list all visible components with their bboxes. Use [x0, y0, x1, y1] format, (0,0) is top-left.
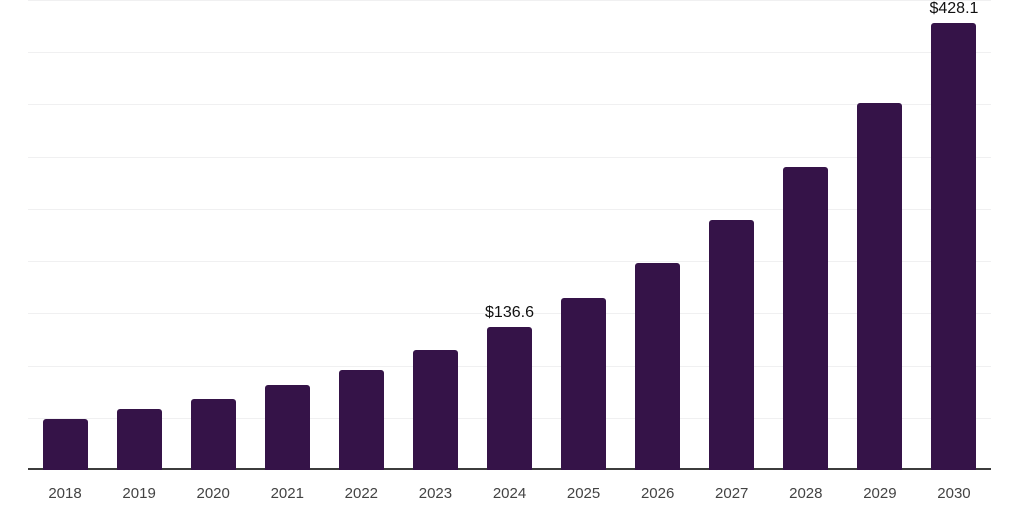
gridline: [28, 208, 991, 210]
gridline: [28, 313, 991, 315]
x-tick-label-2028: 2028: [789, 485, 823, 502]
x-tick-label-2023: 2023: [418, 485, 453, 502]
plot-area: $136.6 $428.1: [28, 0, 991, 470]
bar-2021: [264, 385, 310, 470]
bar-2023: [412, 350, 458, 470]
x-tick-label-2022: 2022: [344, 485, 379, 502]
bar-2027: [709, 220, 755, 470]
bar-2030: [931, 22, 977, 470]
bar-2024: [487, 327, 532, 470]
bar-value-label-2024: $136.6: [485, 304, 534, 322]
x-tick-label-2018: 2018: [48, 485, 82, 502]
bar-2026: [635, 263, 681, 470]
bar-2028: [783, 167, 829, 470]
x-tick-label-2027: 2027: [715, 485, 749, 502]
x-tick-label-2026: 2026: [640, 485, 675, 502]
bar-2022: [338, 370, 384, 470]
gridline: [28, 104, 991, 106]
x-tick-label-2019: 2019: [122, 485, 156, 502]
bar-2020: [190, 399, 236, 470]
x-tick-label-2024: 2024: [492, 485, 527, 502]
x-tick-label-2020: 2020: [196, 485, 230, 502]
gridline: [28, 52, 991, 54]
x-tick-label-2025: 2025: [566, 485, 601, 502]
bar-value-label-2030: $428.1: [929, 0, 979, 17]
gridline: [28, 261, 991, 263]
bar-2029: [857, 103, 903, 470]
gridline: [28, 156, 991, 158]
x-tick-label-2029: 2029: [863, 485, 897, 502]
bar-2019: [116, 409, 162, 470]
bar-2025: [561, 298, 607, 470]
bar-2018: [42, 419, 88, 470]
gridline: [28, 0, 991, 1]
x-tick-label-2030: 2030: [937, 485, 971, 502]
x-tick-label-2021: 2021: [270, 485, 304, 502]
